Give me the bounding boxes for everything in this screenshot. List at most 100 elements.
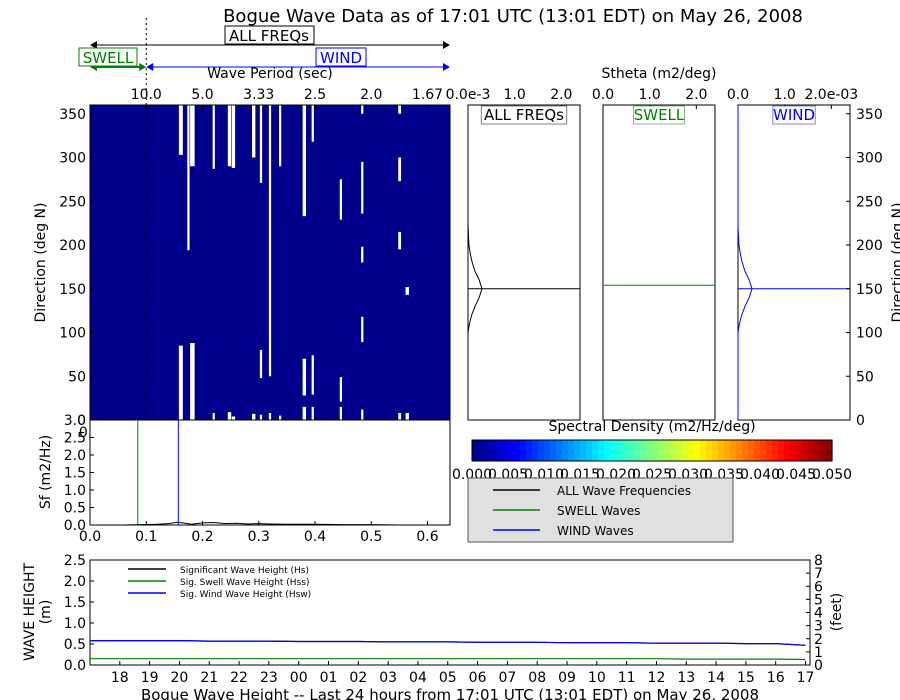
wave-height-x-tick-label: 09 [558,670,576,686]
wave-height-y-tick-label: 2.0 [64,574,86,590]
stheta-x-tick-label: 2.0e-03 [804,87,858,103]
heatmap-gap [398,231,402,250]
colorbar-swatch [820,440,827,461]
wave-height-y-label-line1: WAVE HEIGHT [22,563,38,662]
heatmap-gap [231,416,236,420]
colorbar-swatch [760,440,767,461]
wind-arrow-head-right [443,63,450,71]
heatmap-gap [190,105,195,167]
wave-height-right-tick-label: 5 [814,592,823,608]
colorbar-swatch [808,440,815,461]
heatmap-y-tick-label: 200 [59,238,86,254]
heatmap-gap [178,345,183,420]
wave-height-x-tick-label: 14 [707,670,725,686]
colorbar-swatch [628,440,635,461]
stheta-frame [737,104,851,421]
heatmap-gap [212,105,215,169]
wave-height-x-tick-label: 11 [618,670,636,686]
wave-height-x-tick-label: 21 [200,670,218,686]
heatmap-gap [268,105,272,377]
wind-label-box [315,47,367,67]
wave-height-legend-label: Significant Wave Height (Hs) [180,566,309,576]
colorbar-swatch [688,440,695,461]
spectrum-x-tick-label: 0.2 [191,529,213,545]
stheta-x-tick-label: 2.0 [685,87,707,103]
heatmap-gap [259,350,263,378]
colorbar-swatch [508,440,515,461]
spectrum-y-tick-label: 0.5 [64,501,86,517]
all-freqs-arrow-head-right [443,41,450,49]
heatmap-gap [405,287,409,295]
heatmap-gap [259,105,263,183]
spectrum-frame [89,419,451,526]
spectrum-line [101,521,428,526]
stheta-label-box [480,105,568,125]
wind-arrow-head-left [146,63,154,71]
swell-label-box [78,47,138,67]
colorbar-swatch [664,440,671,461]
colorbar-swatch [520,440,527,461]
wave-height-x-tick-label: 15 [737,670,755,686]
swell-arrow-head-right [139,63,147,71]
colorbar-swatch [718,440,725,461]
heatmap-y-tick-label: 100 [59,326,86,342]
stheta-right-y-tick-label: 300 [856,151,883,167]
colorbar-swatch [568,440,575,461]
stheta-x-tick-label: 1.0 [774,87,796,103]
heatmap-gap [361,409,364,420]
heatmap-gap [311,105,314,142]
stheta-label-box [772,105,816,125]
heatmap-gap [178,105,183,155]
colorbar-swatch [574,440,581,461]
heatmap-gap [279,105,282,167]
colorbar-swatch [604,440,611,461]
colorbar-swatch [598,440,605,461]
wind-label: WIND [320,49,362,67]
spectrum-x-tick-label: 0.1 [135,529,157,545]
colorbar-swatch [550,440,557,461]
colorbar-swatch [538,440,545,461]
wave-height-y-tick-label: 0.5 [64,637,86,653]
stheta-curve [467,105,483,420]
stheta-panel-label: WIND [773,106,815,124]
heatmap-gap [361,246,364,263]
wave-height-x-tick-label: 00 [290,670,308,686]
heatmap-gap [339,179,342,220]
wave-height-x-tick-label: 01 [320,670,338,686]
swell-label: SWELL [83,49,134,67]
heatmap-gap [398,105,402,114]
wave-height-x-tick-label: 02 [349,670,367,686]
wave-height-legend-label: Sig. Wind Wave Height (Hsw) [180,590,311,600]
spectrum-y-tick-label: 2.5 [64,431,86,447]
stheta-x-tick-label: 0.0e-3 [446,87,491,103]
colorbar-swatch [766,440,773,461]
spectrum-legend-label: ALL Wave Frequencies [557,484,691,498]
colorbar-swatch [670,440,677,461]
wave-height-x-tick-label: 04 [409,670,427,686]
heatmap-gap [339,377,342,402]
colorbar-swatch [646,440,653,461]
colorbar-swatch [742,440,749,461]
spectrum-y-label: Sf (m2/Hz) [38,435,54,509]
colorbar-swatch [472,440,479,461]
stheta-right-y-tick-label: 200 [856,238,883,254]
spectrum-y-tick-label: 2.0 [64,448,86,464]
spectrum-x-tick-label: 0.3 [248,529,270,545]
wave-height-x-tick-label: 03 [379,670,397,686]
stheta-x-tick-label: 2.0 [550,87,572,103]
colorbar-swatch [730,440,737,461]
wave-height-legend-label: Sig. Swell Wave Height (Hss) [180,578,309,588]
stheta-right-y-tick-label: 100 [856,326,883,342]
wave-height-right-label: (feet) [829,593,845,632]
heatmap-top-tick-label: 2.0 [360,87,382,103]
stheta-right-y-tick-label: 0 [856,413,865,429]
stheta-right-y-tick-label: 50 [856,369,874,385]
wave-height-x-tick-label: 20 [171,670,189,686]
stheta-right-y-tick-label: 250 [856,194,883,210]
stheta-x-tick-label: 1.0 [639,87,661,103]
heatmap-y-tick-label: 150 [59,282,86,298]
wave-height-x-tick-label: 06 [469,670,487,686]
heatmap-y-tick-label: 250 [59,194,86,210]
colorbar-swatch [562,440,569,461]
